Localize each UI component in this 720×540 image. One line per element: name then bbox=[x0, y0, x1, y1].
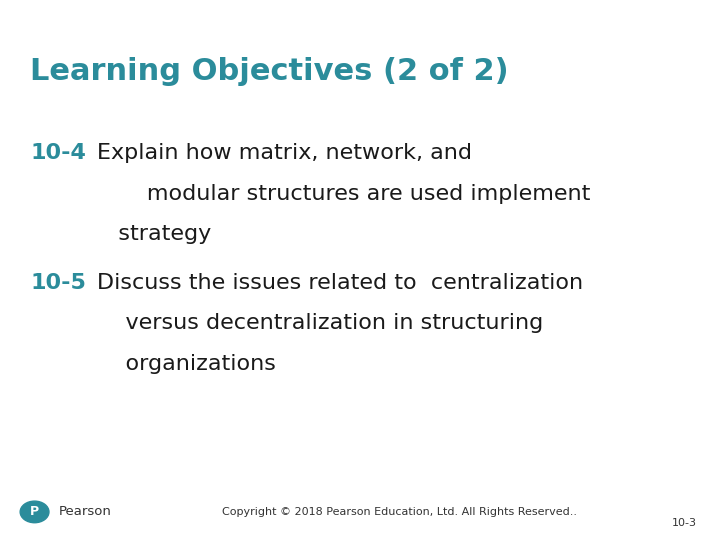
Text: Explain how matrix, network, and: Explain how matrix, network, and bbox=[97, 143, 472, 163]
Text: 10-5: 10-5 bbox=[30, 273, 86, 293]
Text: Learning Objectives (2 of 2): Learning Objectives (2 of 2) bbox=[30, 57, 509, 86]
Text: Pearson: Pearson bbox=[59, 505, 112, 518]
Text: organizations: organizations bbox=[97, 354, 276, 374]
Text: versus decentralization in structuring: versus decentralization in structuring bbox=[97, 313, 544, 333]
Text: Copyright © 2018 Pearson Education, Ltd. All Rights Reserved..: Copyright © 2018 Pearson Education, Ltd.… bbox=[222, 507, 577, 517]
Text: modular structures are used implement: modular structures are used implement bbox=[97, 184, 590, 204]
Text: strategy: strategy bbox=[97, 224, 212, 244]
Text: P: P bbox=[30, 505, 39, 518]
Text: 10-4: 10-4 bbox=[30, 143, 86, 163]
Text: Discuss the issues related to  centralization: Discuss the issues related to centraliza… bbox=[97, 273, 583, 293]
Circle shape bbox=[20, 501, 49, 523]
Text: 10-3: 10-3 bbox=[672, 518, 697, 528]
